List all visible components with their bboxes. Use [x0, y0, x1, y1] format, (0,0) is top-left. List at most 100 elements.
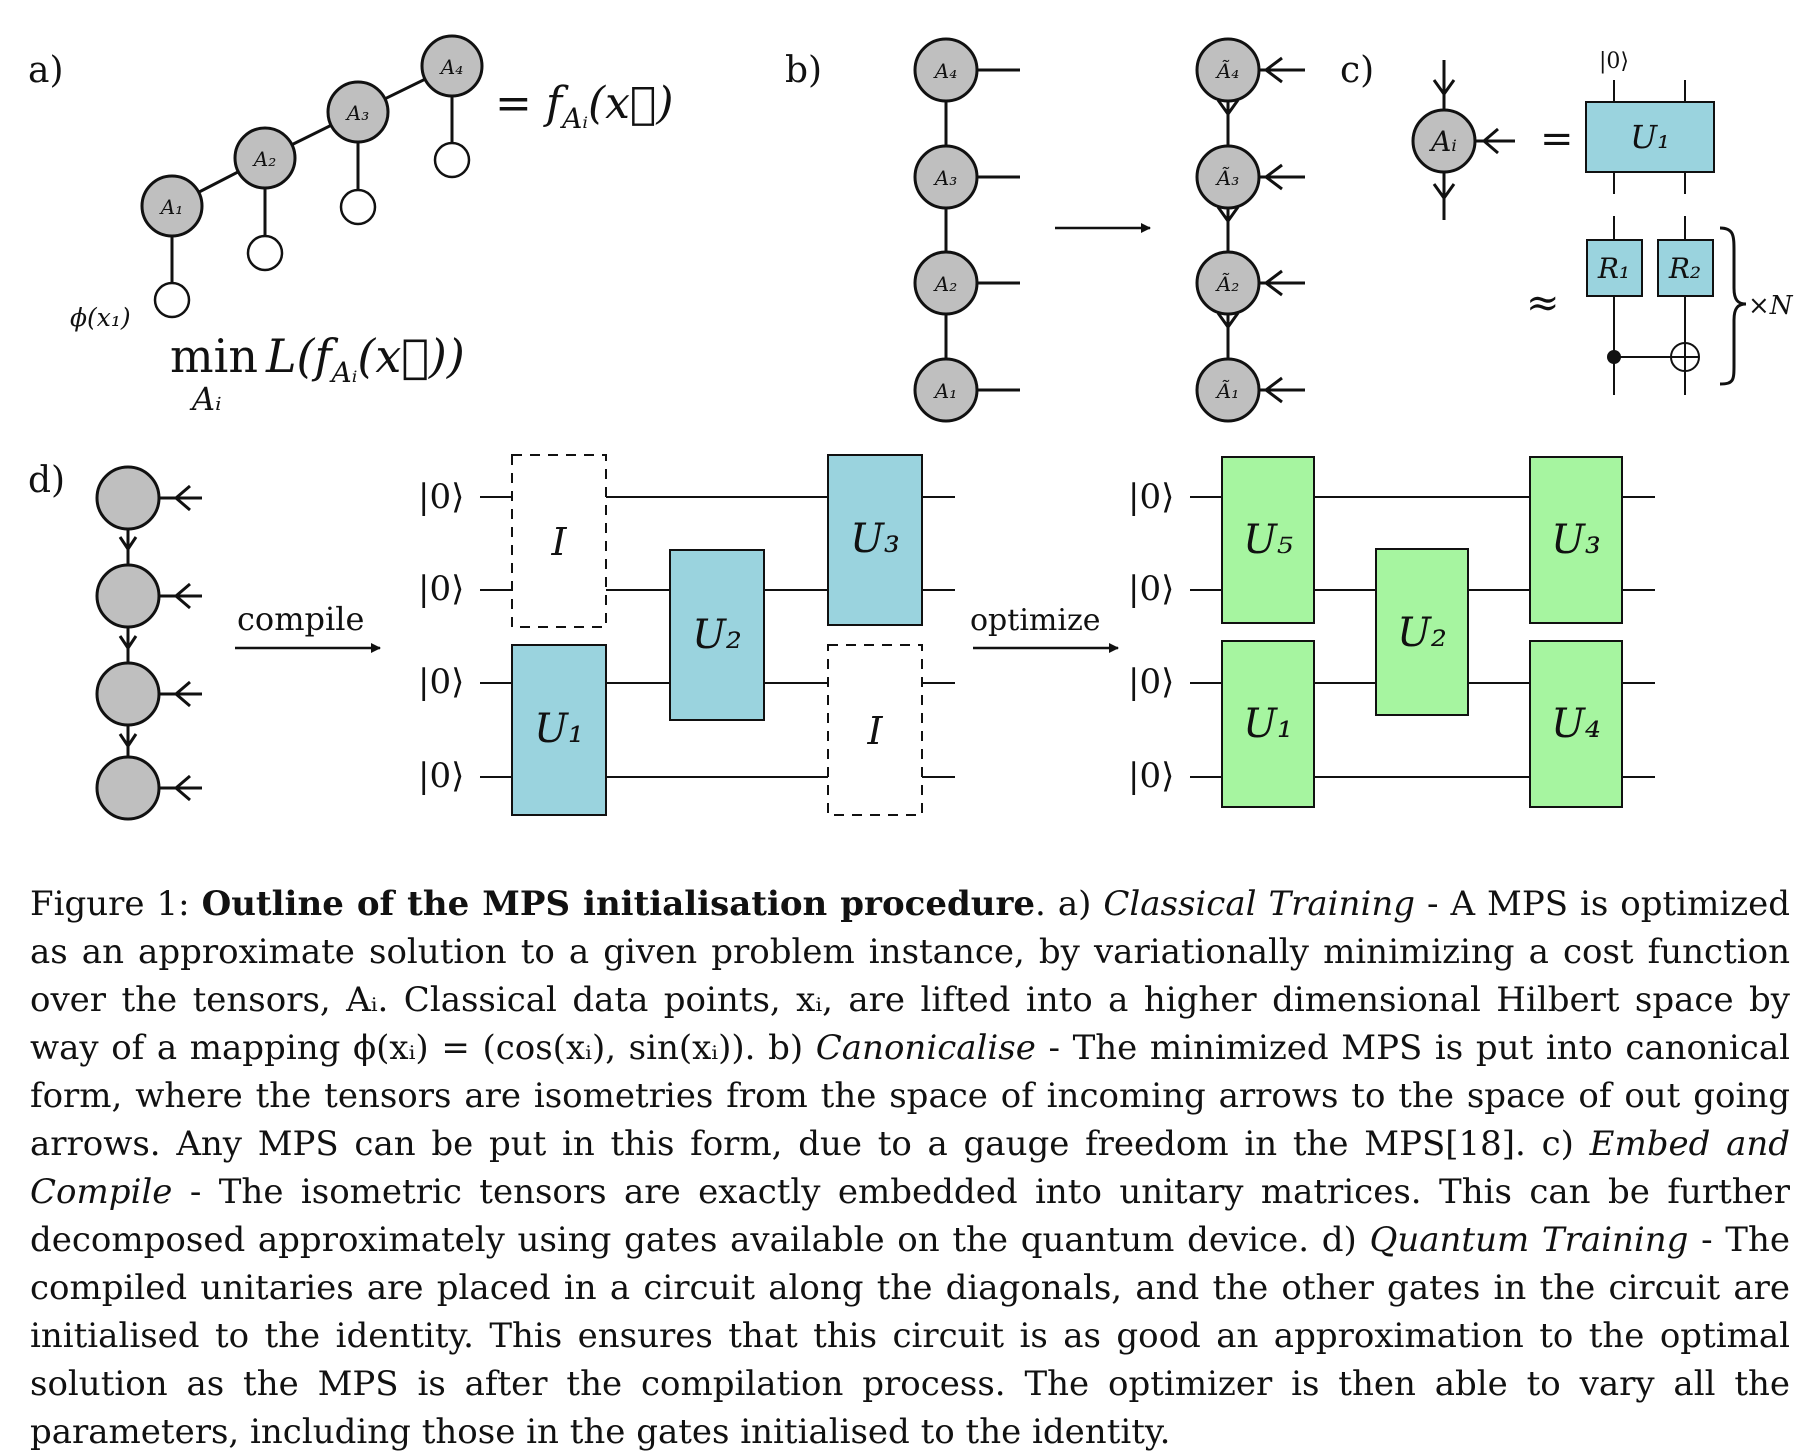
caption-c-text: - The isometric tensors are exactly embe…: [30, 1172, 1791, 1260]
ket-zero-c1-q4: |0⟩: [418, 756, 464, 796]
min-operator: min: [170, 329, 258, 383]
ket-zero-c2-q3: |0⟩: [1128, 662, 1174, 702]
mps-figure: a) A₁ A₂ A₃ A₄ ϕ(x₁) = fAᵢ(x⃗) min Aᵢ L(…: [28, 34, 1794, 821]
tensor-node-b-right-2: [1195, 250, 1261, 316]
ket-zero-c1-q2: |0⟩: [418, 569, 464, 609]
tensor-node-b-right-1: [1195, 357, 1261, 423]
tensor-label-b-right-1: Ã₁: [1215, 379, 1239, 403]
chain-node-2: [95, 563, 161, 629]
loss-expression: L(fAᵢ(x⃗)): [265, 329, 465, 389]
feature-map-label: ϕ(x₁): [70, 303, 131, 332]
caption-d-prefix: d): [1321, 1220, 1357, 1260]
panel-d-label: d): [28, 460, 65, 501]
tensor-node-c: [1411, 108, 1477, 174]
gate-c2-u5: [1221, 456, 1315, 624]
tensor-label-a3: A₃: [345, 101, 369, 125]
feature-circle-2: [246, 234, 284, 272]
caption-c-prefix: c): [1541, 1124, 1574, 1164]
tensor-label-a2: A₂: [252, 147, 276, 171]
caption-d-text: - The compiled unitaries are placed in a…: [30, 1220, 1791, 1452]
rotation-gate-r1-label: R₁: [1597, 252, 1630, 285]
circuit-2: |0⟩ |0⟩ |0⟩ |0⟩ U₅ U₁ U₂ U₃ U₄: [1128, 456, 1655, 808]
tensor-label-b-right-4: Ã₄: [1215, 59, 1239, 83]
tensor-label-b-left-2: A₂: [933, 272, 957, 296]
gate-c1-u2-label: U₂: [692, 612, 742, 658]
gate-c1-u3-label: U₃: [850, 516, 900, 562]
caption-a-name: Classical Training: [1103, 884, 1415, 924]
tensor-label-b-left-1: A₁: [933, 379, 957, 403]
ket-zero-c2-q1: |0⟩: [1128, 477, 1174, 517]
equals-sign: =: [1540, 116, 1574, 162]
caption-b-name: Canonicalise: [815, 1028, 1036, 1068]
function-equation: = fAᵢ(x⃗): [495, 78, 674, 135]
panel-b: b) A₄ A₃ A₂ A₁: [785, 37, 1305, 423]
ket-zero-c1-q1: |0⟩: [418, 477, 464, 517]
gate-c1-u2: [669, 549, 765, 721]
caption-c-name: Embed and Compile: [30, 1124, 1791, 1212]
panel-a: a) A₁ A₂ A₃ A₄ ϕ(x₁) = fAᵢ(x⃗) min Aᵢ L(…: [28, 34, 674, 418]
identity-gate-top: [511, 454, 607, 628]
tensor-node-b-left-2: [913, 250, 979, 316]
panel-a-label: a): [28, 50, 64, 91]
tensor-label-b-right-2: Ã₂: [1215, 272, 1239, 296]
repeat-label: ×N: [1748, 291, 1794, 321]
panel-d: d) compile |0⟩ |0⟩ |0⟩ |: [28, 454, 1655, 821]
gate-c2-u5-label: U₅: [1243, 517, 1293, 563]
chain-node-1: [95, 465, 161, 531]
panel-c: c) Aᵢ = |0⟩ U₁ ≈ R₁ R₂ ×N: [1340, 49, 1794, 395]
tensor-node-b-left-3: [913, 144, 979, 210]
feature-circle-3: [339, 188, 377, 226]
feature-circle-1: [153, 281, 191, 319]
caption-a-text: - A MPS is optimized as an approximate s…: [30, 884, 1790, 1068]
repeat-brace: [1719, 226, 1747, 386]
gate-c2-u4: [1529, 640, 1623, 808]
canonical-chain: [1216, 56, 1305, 404]
tensor-node-a4: [420, 34, 484, 98]
ket-zero-c2-q4: |0⟩: [1128, 756, 1174, 796]
identity-gate-bottom: [827, 644, 923, 816]
approx-sign: ≈: [1526, 280, 1560, 326]
caption-d-name: Quantum Training: [1369, 1220, 1689, 1260]
caption-title: Outline of the MPS initialisation proced…: [201, 884, 1036, 924]
gate-c2-u2: [1375, 548, 1469, 716]
gate-c1-u3: [827, 454, 923, 626]
rotation-gate-r2-label: R₂: [1668, 252, 1701, 285]
min-subscript: Aᵢ: [189, 380, 222, 418]
tensor-node-b-right-4: [1195, 37, 1261, 103]
ket-zero-c1-q3: |0⟩: [418, 662, 464, 702]
gate-c2-u2-label: U₂: [1397, 610, 1447, 656]
tensor-label-c: Aᵢ: [1428, 125, 1457, 158]
tensor-node-b-right-3: [1195, 144, 1261, 210]
caption-b-text: - The minimized MPS is put into canonica…: [30, 1028, 1790, 1164]
tensor-node-b-left-4: [913, 37, 979, 103]
gate-c1-u1: [511, 644, 607, 816]
ket-zero-top: |0⟩: [1599, 49, 1629, 74]
tensor-node-a2: [233, 126, 297, 190]
gate-c2-u4-label: U₄: [1551, 701, 1601, 747]
caption-b-prefix: b): [768, 1028, 804, 1068]
caption-figure-number: Figure 1:: [30, 884, 190, 924]
gate-c1-u1-label: U₁: [534, 706, 584, 752]
unitary-gate-c-label: U₁: [1630, 118, 1670, 156]
gate-c2-u1: [1221, 640, 1315, 808]
identity-gate-bottom-label: I: [866, 709, 883, 753]
chain-node-4: [95, 755, 161, 821]
canonical-chain-small: [95, 465, 202, 821]
figure-caption: Figure 1: Outline of the MPS initialisat…: [30, 880, 1790, 1456]
chain-node-3: [95, 661, 161, 727]
tensor-label-a1: A₁: [159, 195, 183, 219]
tensor-node-a1: [140, 174, 204, 238]
feature-circle-4: [433, 141, 471, 179]
gate-c2-u3: [1529, 456, 1623, 624]
gate-c2-u1-label: U₁: [1243, 701, 1293, 747]
panel-c-label: c): [1340, 50, 1374, 91]
panel-b-label: b): [785, 50, 822, 91]
rotation-gate-r1: [1586, 239, 1643, 297]
tensor-label-b-left-3: A₃: [933, 166, 957, 190]
tensor-label-b-right-3: Ã₃: [1215, 166, 1239, 190]
optimize-label: optimize: [970, 603, 1101, 638]
tensor-label-b-left-4: A₄: [933, 59, 957, 83]
circuit-1: |0⟩ |0⟩ |0⟩ |0⟩ I U₁ U₂ U₃ I: [418, 454, 955, 816]
compile-label: compile: [237, 600, 364, 638]
gate-c2-u3-label: U₃: [1551, 517, 1601, 563]
